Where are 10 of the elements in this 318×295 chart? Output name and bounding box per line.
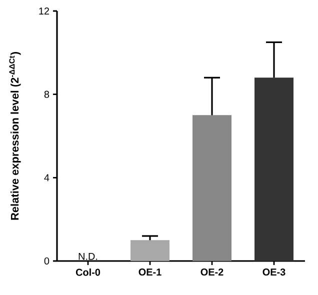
y-axis-title: Relative expression level (2$^{-ΔΔCt}$): [9, 52, 21, 220]
y-tick-label: 8: [44, 90, 50, 98]
x-tick-label: OE-3: [262, 268, 286, 276]
x-tick-label: OE-2: [200, 268, 224, 276]
annotation: N.D.: [78, 252, 98, 260]
y-tick-label: 12: [39, 8, 49, 14]
y-tick-label: 4: [44, 174, 50, 182]
y-tick-label: 0: [44, 257, 50, 265]
x-tick-label: Col-0: [76, 268, 100, 276]
x-tick-label: OE-1: [138, 268, 162, 276]
